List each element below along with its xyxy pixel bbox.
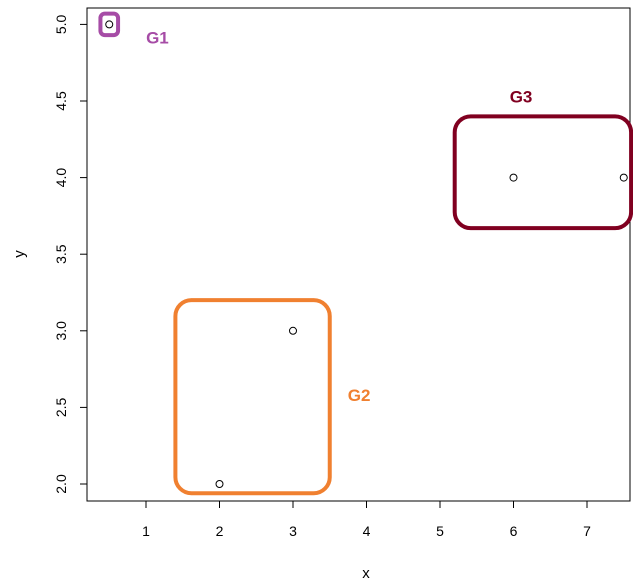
data-point [105,20,114,29]
y-tick-label: 4.5 [53,91,69,111]
plot-frame [86,7,631,502]
y-tick-label: 2.0 [53,474,69,494]
y-tick-label: 2.5 [53,397,69,417]
x-tick-label: 6 [510,523,518,539]
y-tick-label: 5.0 [53,14,69,34]
x-tick-label: 2 [216,523,224,539]
x-tick-label: 7 [583,523,591,539]
data-point [619,173,628,182]
data-point [215,480,224,488]
y-tick-label: 3.5 [53,244,69,264]
group-label-g1: G1 [146,29,169,48]
y-tick-label: 4.0 [53,168,69,188]
group-box-g1 [98,11,121,38]
group-box-g3 [452,114,633,231]
group-label-g3: G3 [510,87,533,106]
data-points [105,20,628,488]
x-axis-title: x [362,565,370,582]
y-axis-title: y [11,250,28,258]
y-axis: 2.0 2.5 3.0 3.5 4.0 4.5 5.0 [53,14,88,494]
x-tick-label: 4 [363,523,371,539]
group-box-g2 [173,298,332,496]
data-point [289,326,297,335]
x-tick-label: 3 [289,523,297,539]
x-tick-label: 1 [142,523,150,539]
data-point [509,173,518,182]
x-tick-label: 5 [436,523,444,539]
y-tick-label: 3.0 [53,321,69,341]
x-axis: 1 2 3 4 5 6 7 [142,500,591,539]
group-boxes: G1 G2 G3 [98,11,633,496]
group-label-g2: G2 [348,386,371,405]
